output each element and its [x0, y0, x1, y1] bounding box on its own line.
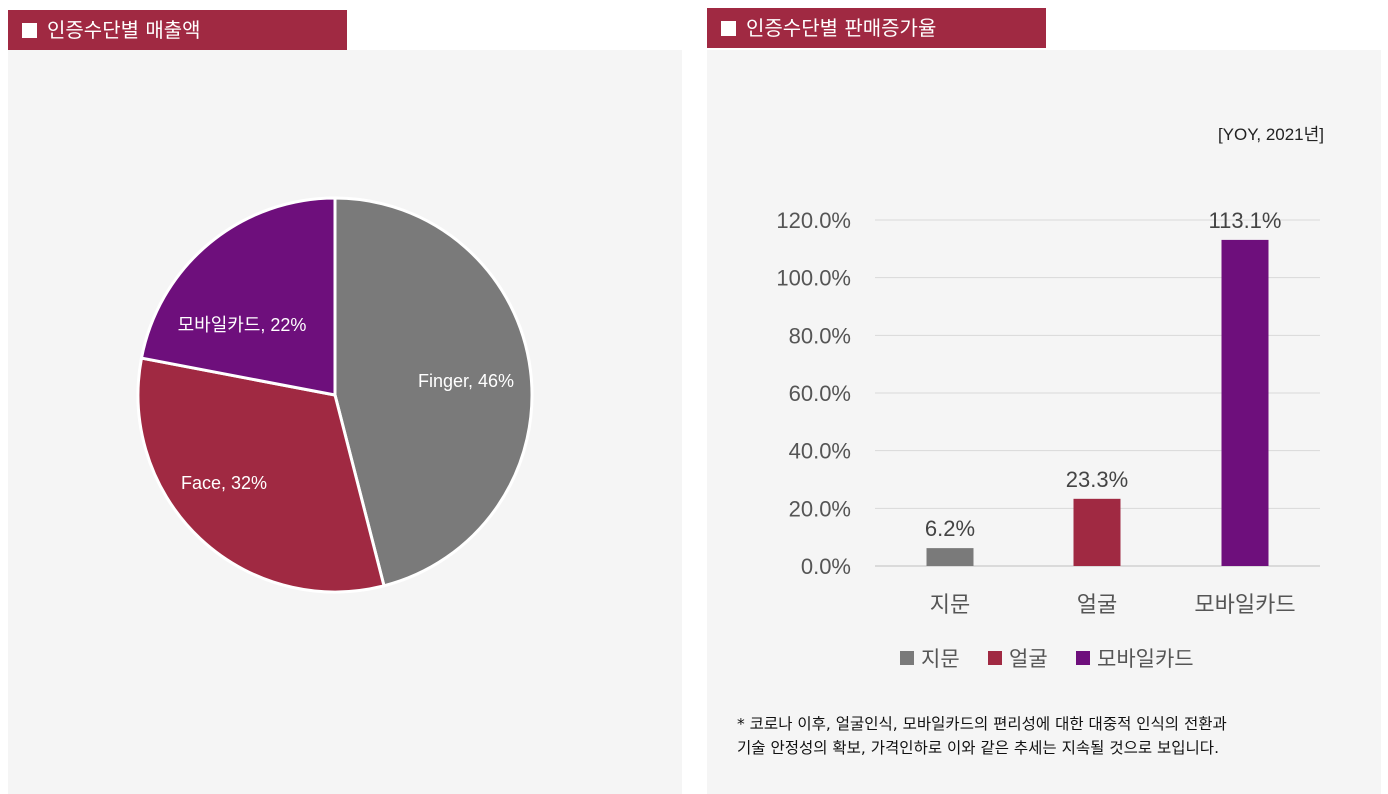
y-tick-label: 120.0%: [776, 208, 851, 233]
y-tick-label: 60.0%: [789, 381, 851, 406]
legend-label: 지문: [921, 648, 960, 671]
square-icon: [22, 23, 37, 38]
bar-value-label: 23.3%: [1066, 467, 1128, 492]
y-tick-label: 20.0%: [789, 496, 851, 521]
legend-label: 얼굴: [1009, 648, 1048, 671]
legend-swatch: [988, 651, 1002, 665]
bar-value-label: 113.1%: [1209, 208, 1282, 233]
pie-slice-label: Finger, 46%: [418, 371, 514, 391]
pie-slice: [333, 196, 534, 588]
bar: [1221, 239, 1269, 566]
x-tick-label: 얼굴: [1077, 592, 1117, 617]
pie-slice-label: 모바일카드, 22%: [178, 315, 307, 335]
footnote: * 코로나 이후, 얼굴인식, 모바일카드의 편리성에 대한 대중적 인식의 전…: [737, 712, 1377, 760]
legend-label: 모바일카드: [1097, 648, 1194, 671]
pie-slice: [139, 196, 337, 397]
bar: [926, 548, 974, 566]
footnote-line-2: 기술 안정성의 확보, 가격인하로 이와 같은 추세는 지속될 것으로 보입니다…: [737, 739, 1219, 757]
square-icon: [721, 21, 736, 36]
legend-swatch: [1076, 651, 1090, 665]
sales-chart-title-text: 인증수단별 매출액: [47, 18, 201, 42]
growth-panel: [707, 50, 1381, 794]
y-tick-label: 0.0%: [801, 554, 851, 579]
legend-swatch: [900, 651, 914, 665]
y-tick-label: 100.0%: [776, 266, 851, 291]
unit-note: [YOY, 2021년]: [1218, 125, 1324, 144]
sales-chart-title: 인증수단별 매출액: [8, 10, 347, 50]
bar-value-label: 6.2%: [925, 516, 975, 541]
y-tick-label: 40.0%: [789, 439, 851, 464]
x-tick-label: 지문: [930, 592, 970, 617]
growth-chart-title-text: 인증수단별 판매증가율: [746, 16, 937, 40]
x-tick-label: 모바일카드: [1194, 592, 1295, 617]
footnote-line-1: * 코로나 이후, 얼굴인식, 모바일카드의 편리성에 대한 대중적 인식의 전…: [737, 715, 1227, 733]
pie-chart: Finger, 46% Face, 32% 모바일카드, 22%: [136, 196, 534, 594]
growth-chart-title: 인증수단별 판매증가율: [707, 8, 1046, 48]
y-tick-label: 80.0%: [789, 323, 851, 348]
bar: [1073, 498, 1121, 566]
pie-slice-label: Face, 32%: [181, 473, 267, 493]
bar-chart: 0.0% 20.0% 40.0% 60.0% 80.0% 100.0% 120.0% 6.2%…: [776, 208, 1320, 671]
pie-slice: [136, 356, 386, 594]
